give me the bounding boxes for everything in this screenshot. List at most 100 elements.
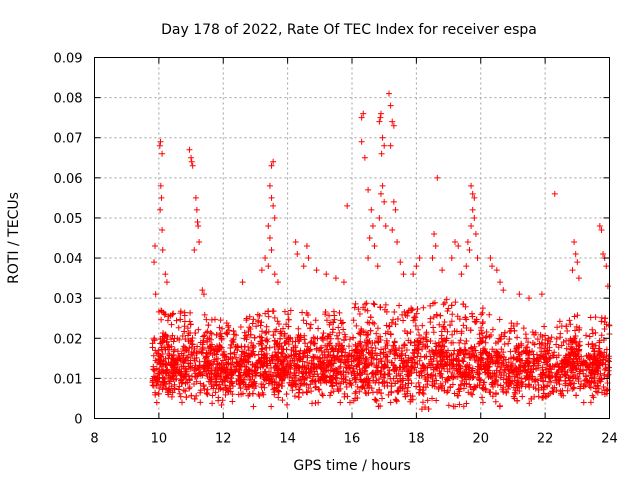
x-tick-labels: 8 10 12 14 16 18 20 22 24 bbox=[90, 432, 617, 447]
data-point bbox=[407, 329, 414, 336]
data-point bbox=[323, 271, 330, 278]
data-point bbox=[576, 368, 583, 375]
data-point bbox=[303, 381, 310, 388]
data-point bbox=[544, 340, 551, 347]
data-point bbox=[449, 369, 456, 376]
data-point bbox=[564, 382, 571, 389]
data-point bbox=[594, 382, 601, 389]
data-point bbox=[418, 406, 425, 413]
data-point bbox=[478, 338, 485, 345]
data-point bbox=[295, 325, 302, 332]
data-point bbox=[340, 326, 347, 333]
data-point bbox=[163, 279, 170, 286]
data-point bbox=[159, 247, 166, 254]
data-point bbox=[342, 373, 349, 380]
data-point bbox=[438, 335, 445, 342]
data-point bbox=[415, 379, 422, 386]
data-point bbox=[564, 359, 571, 366]
data-point bbox=[268, 247, 275, 254]
data-point bbox=[505, 359, 512, 366]
data-point bbox=[587, 399, 594, 406]
data-point bbox=[450, 356, 457, 363]
data-point bbox=[592, 385, 599, 392]
data-point bbox=[262, 255, 269, 262]
data-point bbox=[270, 332, 277, 339]
data-point bbox=[239, 348, 246, 355]
data-point bbox=[592, 369, 599, 376]
data-point bbox=[511, 395, 518, 402]
data-point bbox=[472, 319, 479, 326]
data-point bbox=[337, 317, 344, 324]
data-point bbox=[424, 338, 431, 345]
data-point bbox=[207, 329, 214, 336]
data-point bbox=[473, 316, 480, 323]
data-point bbox=[353, 349, 360, 356]
data-point bbox=[383, 353, 390, 360]
data-point bbox=[589, 345, 596, 352]
data-point bbox=[603, 263, 610, 270]
data-point bbox=[473, 369, 480, 376]
data-point bbox=[569, 267, 576, 274]
data-point bbox=[461, 380, 468, 387]
data-point bbox=[330, 348, 337, 355]
data-point bbox=[448, 302, 455, 309]
data-point bbox=[358, 326, 365, 333]
data-point bbox=[264, 338, 271, 345]
data-point bbox=[272, 349, 279, 356]
data-point bbox=[500, 388, 507, 395]
data-point bbox=[154, 374, 161, 381]
data-point bbox=[364, 382, 371, 389]
data-point bbox=[542, 351, 549, 358]
data-point bbox=[230, 336, 237, 343]
data-point bbox=[526, 372, 533, 379]
data-point bbox=[451, 328, 458, 335]
chart-title: Day 178 of 2022, Rate Of TEC Index for r… bbox=[161, 22, 537, 38]
data-point bbox=[465, 374, 472, 381]
data-point bbox=[230, 328, 237, 335]
data-point bbox=[554, 324, 561, 331]
data-point bbox=[571, 313, 578, 320]
data-point bbox=[292, 363, 299, 370]
data-point bbox=[249, 390, 256, 397]
y-axis-label: ROTI / TECUs bbox=[6, 192, 22, 284]
data-point bbox=[380, 374, 387, 381]
y-tick-labels: 0 0.01 0.02 0.03 0.04 0.05 0.06 0.07 0.08 0.09 bbox=[54, 52, 83, 428]
data-point bbox=[371, 320, 378, 327]
data-point bbox=[386, 90, 393, 97]
data-point bbox=[451, 347, 458, 354]
data-point bbox=[476, 376, 483, 383]
data-point bbox=[281, 330, 288, 337]
data-point bbox=[596, 352, 603, 359]
data-point bbox=[382, 330, 389, 337]
data-point bbox=[303, 388, 310, 395]
data-point bbox=[572, 375, 579, 382]
data-point bbox=[328, 380, 335, 387]
data-point bbox=[412, 322, 419, 329]
data-point bbox=[531, 376, 538, 383]
data-point bbox=[223, 319, 230, 326]
data-point bbox=[285, 311, 292, 318]
data-point bbox=[497, 279, 504, 286]
data-point bbox=[456, 357, 463, 364]
data-point bbox=[423, 353, 430, 360]
data-point bbox=[572, 251, 579, 258]
data-point bbox=[279, 397, 286, 404]
data-point bbox=[526, 400, 533, 407]
data-point bbox=[386, 371, 393, 378]
data-point bbox=[351, 372, 358, 379]
data-point bbox=[433, 377, 440, 384]
data-point bbox=[287, 335, 294, 342]
x-tick-label: 24 bbox=[601, 432, 618, 447]
data-point bbox=[460, 372, 467, 379]
data-point bbox=[265, 222, 272, 229]
data-point bbox=[509, 360, 516, 367]
data-point bbox=[482, 339, 489, 346]
data-point bbox=[165, 391, 172, 398]
data-point bbox=[310, 334, 317, 341]
data-point bbox=[392, 351, 399, 358]
data-point bbox=[166, 344, 173, 351]
data-point bbox=[152, 243, 159, 250]
data-point bbox=[413, 263, 420, 270]
data-point bbox=[516, 291, 523, 298]
